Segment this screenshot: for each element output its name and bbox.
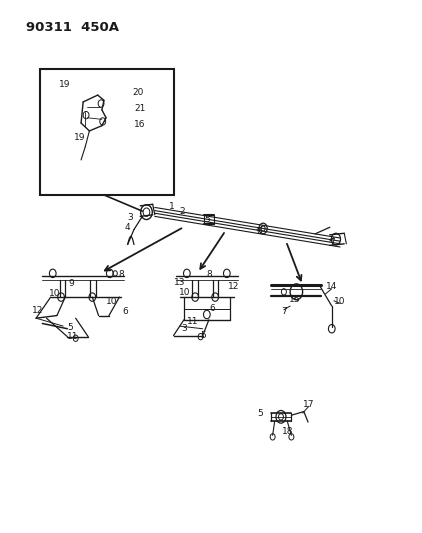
Text: 1: 1 bbox=[168, 202, 174, 211]
Text: 11: 11 bbox=[67, 332, 78, 341]
Text: 6: 6 bbox=[256, 227, 262, 236]
Text: 10: 10 bbox=[179, 288, 191, 297]
Text: 5: 5 bbox=[257, 409, 263, 418]
Text: 7: 7 bbox=[281, 307, 287, 316]
Text: 10: 10 bbox=[49, 289, 61, 298]
Text: 8: 8 bbox=[119, 270, 124, 279]
Text: 6: 6 bbox=[209, 304, 215, 313]
Text: 9: 9 bbox=[69, 279, 74, 288]
Text: 10: 10 bbox=[106, 297, 118, 306]
Text: 12: 12 bbox=[32, 306, 43, 316]
Text: 3: 3 bbox=[127, 214, 133, 222]
Text: 17: 17 bbox=[303, 400, 315, 409]
Text: 21: 21 bbox=[134, 104, 145, 113]
Text: 18: 18 bbox=[282, 426, 294, 435]
Text: 14: 14 bbox=[326, 282, 338, 291]
Bar bbox=[40, 69, 173, 195]
Text: 4: 4 bbox=[125, 223, 130, 232]
Text: 7: 7 bbox=[329, 238, 335, 247]
Text: 16: 16 bbox=[134, 119, 146, 128]
Text: 10: 10 bbox=[334, 297, 346, 306]
Text: 11: 11 bbox=[187, 317, 198, 326]
Text: 12: 12 bbox=[228, 282, 240, 291]
Text: 19: 19 bbox=[73, 133, 85, 142]
Text: 19: 19 bbox=[59, 80, 70, 89]
Text: 15: 15 bbox=[289, 295, 300, 304]
Text: 13: 13 bbox=[174, 278, 186, 287]
Text: 5: 5 bbox=[204, 214, 210, 223]
Text: 5: 5 bbox=[200, 330, 206, 340]
Text: 6: 6 bbox=[123, 307, 129, 316]
Text: 2: 2 bbox=[179, 207, 185, 216]
Text: 5: 5 bbox=[68, 322, 73, 332]
Text: 3: 3 bbox=[181, 324, 187, 333]
Text: 20: 20 bbox=[132, 88, 143, 97]
Text: 8: 8 bbox=[206, 270, 212, 279]
Text: 90311  450A: 90311 450A bbox=[26, 21, 119, 34]
